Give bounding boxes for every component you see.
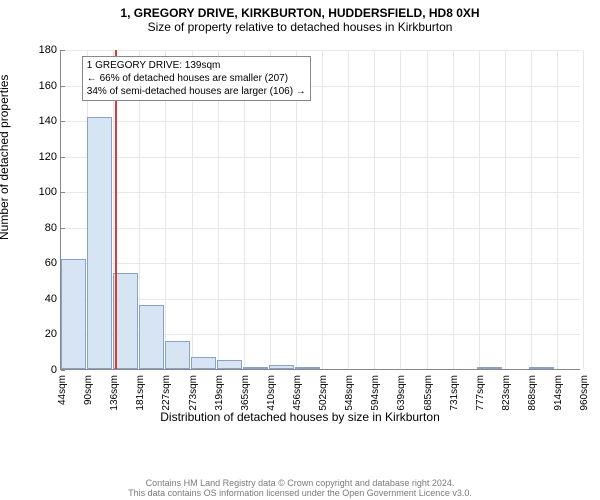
x-tick: 639sqm	[396, 369, 407, 411]
histogram-bar	[113, 273, 138, 369]
histogram-bar	[243, 367, 268, 369]
page-subtitle: Size of property relative to detached ho…	[0, 20, 600, 34]
annotation-line: 1 GREGORY DRIVE: 139sqm	[87, 59, 306, 72]
histogram-bar	[217, 360, 242, 369]
vgridline	[322, 50, 323, 369]
x-tick: 181sqm	[135, 369, 146, 411]
y-tick: 80	[45, 222, 61, 234]
histogram-bar	[139, 305, 164, 369]
footer-line-2: This data contains OS information licens…	[0, 488, 600, 498]
histogram-bar	[529, 367, 554, 369]
annotation-line: ← 66% of detached houses are smaller (20…	[87, 72, 306, 85]
y-axis-label: Number of detached properties	[0, 75, 11, 240]
y-tick: 140	[39, 115, 61, 127]
vgridline	[374, 50, 375, 369]
page-title: 1, GREGORY DRIVE, KIRKBURTON, HUDDERSFIE…	[0, 6, 600, 20]
x-tick: 136sqm	[109, 369, 120, 411]
vgridline	[479, 50, 480, 369]
x-tick: 365sqm	[240, 369, 251, 411]
y-tick: 20	[45, 328, 61, 340]
x-tick: 44sqm	[57, 369, 68, 405]
histogram-bar	[269, 365, 294, 369]
y-tick: 160	[39, 80, 61, 92]
histogram-bar	[191, 357, 216, 369]
vgridline	[531, 50, 532, 369]
vgridline	[557, 50, 558, 369]
vgridline	[427, 50, 428, 369]
x-tick: 914sqm	[553, 369, 564, 411]
annotation-box: 1 GREGORY DRIVE: 139sqm← 66% of detached…	[82, 56, 311, 101]
histogram-bar	[477, 367, 502, 369]
x-tick: 410sqm	[266, 369, 277, 411]
histogram-bar	[87, 117, 112, 369]
y-tick: 100	[39, 186, 61, 198]
vgridline	[400, 50, 401, 369]
x-tick: 685sqm	[423, 369, 434, 411]
y-tick: 120	[39, 151, 61, 163]
x-tick: 594sqm	[370, 369, 381, 411]
y-tick: 60	[45, 257, 61, 269]
x-tick: 548sqm	[344, 369, 355, 411]
x-tick: 227sqm	[161, 369, 172, 411]
x-tick: 731sqm	[449, 369, 460, 411]
histogram-bar	[61, 259, 86, 369]
y-tick: 180	[39, 44, 61, 56]
vgridline	[505, 50, 506, 369]
plot-area: 02040608010012014016018044sqm90sqm136sqm…	[60, 50, 580, 370]
footer: Contains HM Land Registry data © Crown c…	[0, 478, 600, 498]
footer-line-1: Contains HM Land Registry data © Crown c…	[0, 478, 600, 488]
annotation-line: 34% of semi-detached houses are larger (…	[87, 85, 306, 98]
vgridline	[348, 50, 349, 369]
x-tick: 456sqm	[292, 369, 303, 411]
x-axis-label: Distribution of detached houses by size …	[0, 410, 600, 424]
x-tick: 868sqm	[527, 369, 538, 411]
x-tick: 90sqm	[83, 369, 94, 405]
chart-container: Number of detached properties 0204060801…	[0, 40, 600, 440]
x-tick: 823sqm	[501, 369, 512, 411]
x-tick: 273sqm	[188, 369, 199, 411]
histogram-bar	[165, 341, 190, 369]
x-tick: 777sqm	[475, 369, 486, 411]
x-tick: 319sqm	[214, 369, 225, 411]
vgridline	[583, 50, 584, 369]
x-tick: 960sqm	[579, 369, 590, 411]
y-tick: 40	[45, 293, 61, 305]
histogram-bar	[295, 367, 320, 369]
vgridline	[453, 50, 454, 369]
x-tick: 502sqm	[318, 369, 329, 411]
